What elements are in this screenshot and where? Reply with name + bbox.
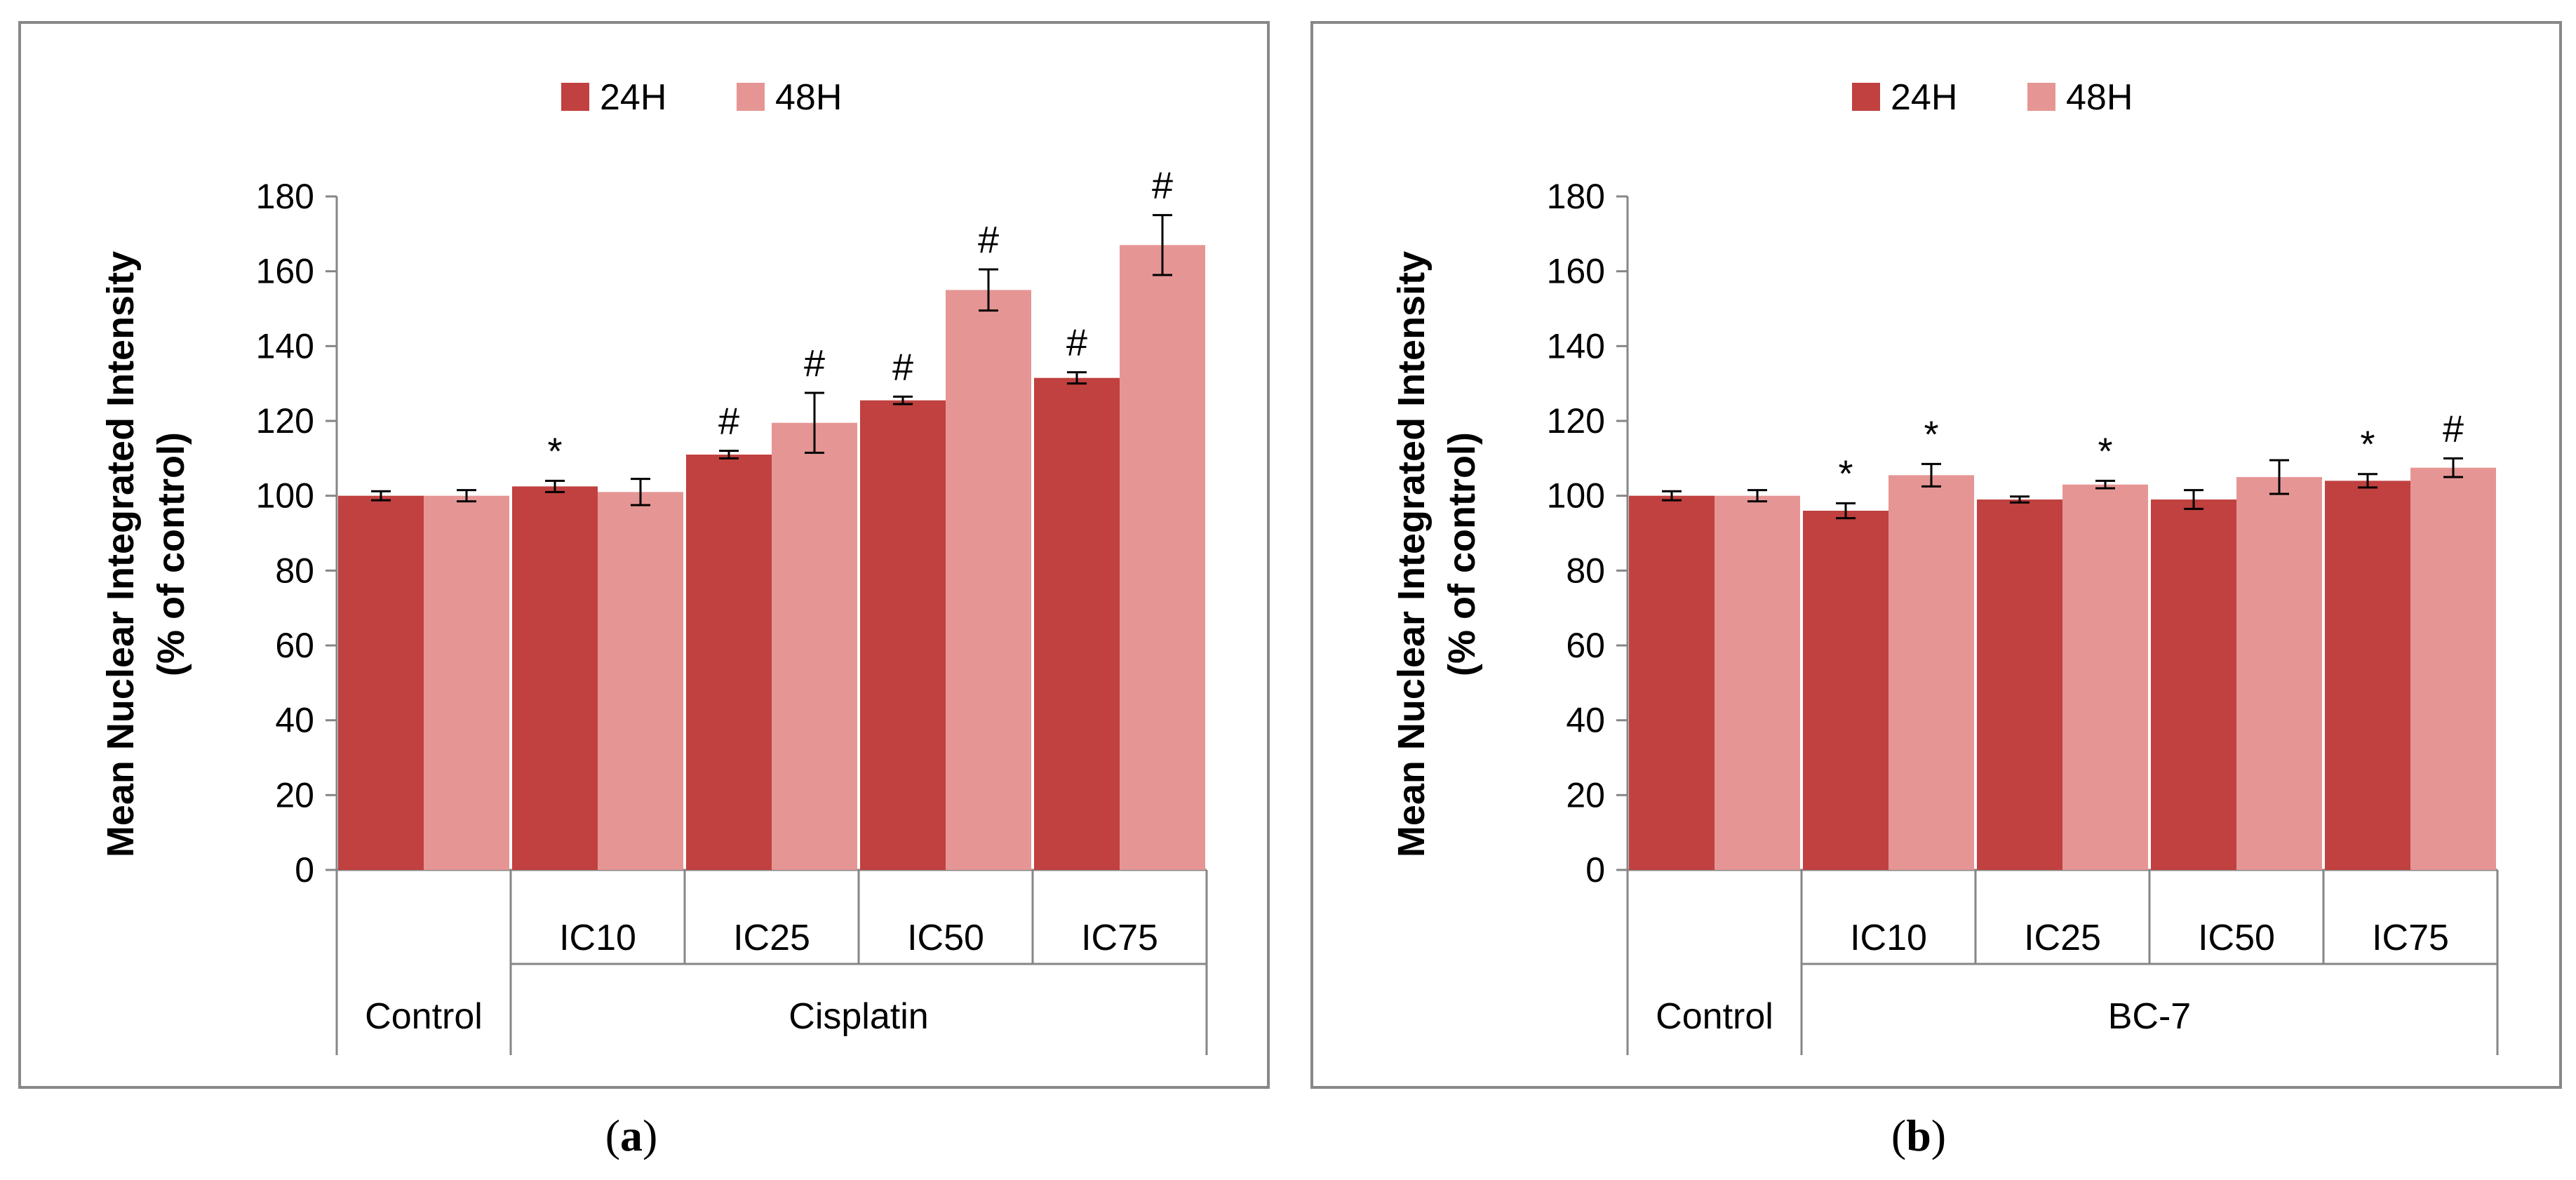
bar-48h-control xyxy=(424,495,509,870)
legend-label-48h: 48H xyxy=(2066,77,2133,118)
legend-label-24h: 24H xyxy=(1891,77,1957,118)
bar-48h-ic10 xyxy=(598,492,683,870)
group-label-bc-7: BC-7 xyxy=(2108,996,2191,1037)
y-tick-label: 180 xyxy=(1547,177,1605,216)
category-label-ic50: IC50 xyxy=(907,918,984,958)
significance-mark: # xyxy=(892,346,913,388)
category-label-ic25: IC25 xyxy=(2024,918,2101,958)
y-tick-label: 20 xyxy=(1566,775,1605,814)
y-axis-title: Mean Nuclear Integrated Intensity xyxy=(1390,251,1433,857)
bar-24h-ic75 xyxy=(2325,481,2410,870)
legend-swatch-24h xyxy=(1852,83,1880,111)
y-tick-label: 120 xyxy=(256,401,314,441)
legend-swatch-48h xyxy=(737,83,765,111)
y-tick-label: 80 xyxy=(275,551,314,590)
y-tick-label: 140 xyxy=(1547,326,1605,366)
bar-24h-ic50 xyxy=(860,400,946,870)
significance-mark: * xyxy=(1838,452,1853,495)
y-axis-subtitle: (% of control) xyxy=(1441,432,1483,676)
y-tick-label: 0 xyxy=(1585,850,1605,890)
bar-48h-ic25 xyxy=(2062,484,2148,870)
group-label-control: Control xyxy=(365,996,483,1037)
y-tick-label: 80 xyxy=(1566,551,1605,590)
y-tick-label: 20 xyxy=(275,775,314,814)
legend-label-48h: 48H xyxy=(775,77,842,118)
significance-mark: # xyxy=(1066,322,1087,364)
legend-swatch-24h xyxy=(561,83,589,111)
significance-mark: * xyxy=(1924,413,1938,455)
significance-mark: # xyxy=(718,401,739,443)
significance-mark: * xyxy=(547,430,562,472)
significance-mark: * xyxy=(2098,430,2112,472)
group-label-control: Control xyxy=(1656,996,1773,1037)
bar-24h-ic10 xyxy=(1803,511,1889,870)
y-tick-label: 140 xyxy=(256,326,314,366)
y-tick-label: 60 xyxy=(275,626,314,665)
bar-48h-ic75 xyxy=(2410,467,2496,870)
y-tick-label: 100 xyxy=(1547,476,1605,516)
bar-24h-ic75 xyxy=(1034,377,1120,870)
y-tick-label: 180 xyxy=(256,177,314,216)
y-tick-label: 40 xyxy=(275,701,314,740)
y-tick-label: 100 xyxy=(256,476,314,516)
bar-48h-ic50 xyxy=(946,290,1031,870)
bar-48h-control xyxy=(1715,495,1800,870)
bar-24h-control xyxy=(338,495,424,870)
panel-caption: (a) xyxy=(605,1111,658,1160)
y-tick-label: 160 xyxy=(256,252,314,291)
significance-mark: # xyxy=(2443,408,2464,450)
category-label-ic25: IC25 xyxy=(733,918,810,958)
y-tick-label: 60 xyxy=(1566,626,1605,665)
y-axis-title: Mean Nuclear Integrated Intensity xyxy=(100,251,142,857)
bar-48h-ic10 xyxy=(1889,475,1974,870)
legend-label-24h: 24H xyxy=(600,77,666,118)
bar-24h-ic50 xyxy=(2151,500,2236,870)
category-label-ic75: IC75 xyxy=(1081,918,1158,958)
group-label-cisplatin: Cisplatin xyxy=(789,996,928,1037)
bar-24h-ic10 xyxy=(512,486,598,870)
category-label-ic10: IC10 xyxy=(559,918,636,958)
y-tick-label: 40 xyxy=(1566,701,1605,740)
significance-mark: # xyxy=(1152,165,1173,207)
bar-48h-ic25 xyxy=(772,422,857,870)
panel-caption: (b) xyxy=(1891,1111,1946,1160)
bar-24h-ic25 xyxy=(686,455,772,870)
y-tick-label: 0 xyxy=(295,850,314,890)
y-tick-label: 120 xyxy=(1547,401,1605,441)
bar-24h-ic25 xyxy=(1977,500,2062,870)
y-axis-subtitle: (% of control) xyxy=(150,432,192,676)
y-tick-label: 160 xyxy=(1547,252,1605,291)
significance-mark: # xyxy=(978,219,999,261)
category-label-ic75: IC75 xyxy=(2372,918,2449,958)
bar-48h-ic75 xyxy=(1120,245,1205,870)
category-label-ic50: IC50 xyxy=(2198,918,2275,958)
bar-48h-ic50 xyxy=(2236,477,2322,870)
legend-swatch-48h xyxy=(2027,83,2055,111)
bar-24h-control xyxy=(1629,495,1715,870)
significance-mark: # xyxy=(804,342,825,384)
significance-mark: * xyxy=(2360,424,2375,466)
category-label-ic10: IC10 xyxy=(1850,918,1927,958)
